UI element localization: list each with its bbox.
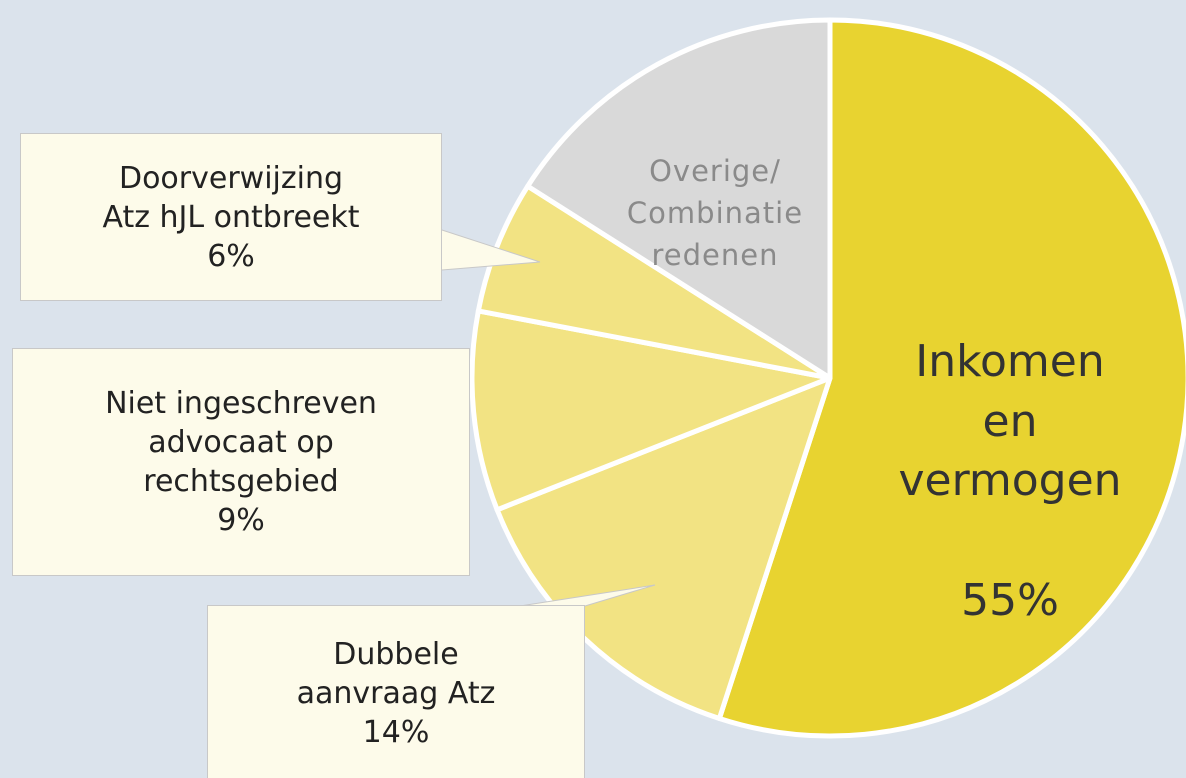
category-label: Dubbele aanvraag Atz xyxy=(296,636,496,711)
category-label: Doorverwijzing Atz hJL ontbreekt xyxy=(102,160,360,235)
value-label: 6% xyxy=(207,238,255,274)
slice-label: Inkomen en vermogen 55% xyxy=(850,272,1170,691)
slice-label: Overige/ Combinatie redenen xyxy=(590,108,840,318)
category-label: Overige/ Combinatie redenen xyxy=(626,154,804,273)
value-label: 55% xyxy=(961,575,1059,627)
callout: Dubbele aanvraag Atz 14% xyxy=(207,605,585,778)
pie-slice xyxy=(475,183,833,381)
category-label: Niet ingeschreven advocaat op rechtsgebi… xyxy=(105,386,377,499)
pie-slice xyxy=(525,17,833,381)
value-label: 9% xyxy=(217,503,265,538)
pie-slice xyxy=(716,17,1186,739)
category-label: Inkomen en vermogen xyxy=(898,335,1122,507)
value-label: 14% xyxy=(362,714,430,750)
callout: Niet ingeschreven advocaat op rechtsgebi… xyxy=(12,348,470,576)
callout: Doorverwijzing Atz hJL ontbreekt 6% xyxy=(20,133,442,301)
pie-slice xyxy=(469,308,833,513)
